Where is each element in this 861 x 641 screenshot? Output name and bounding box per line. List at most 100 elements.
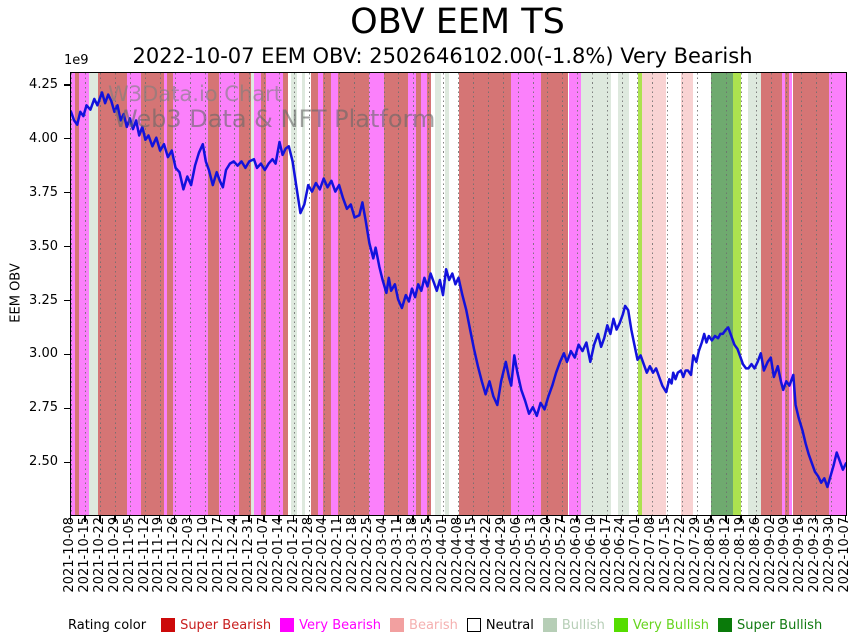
x-tick-label: 2022-07-08	[643, 517, 659, 593]
rating-band-bearish	[642, 73, 667, 515]
x-tick-label: 2022-01-07	[255, 517, 271, 593]
legend-swatch-neutral	[466, 618, 481, 632]
x-tick-label: 2021-11-05	[121, 517, 137, 593]
x-tick-label: 2021-12-10	[196, 517, 212, 593]
x-tick-mark	[397, 516, 399, 522]
x-tick-mark	[412, 516, 414, 522]
legend-swatch-bearish	[390, 618, 405, 632]
x-tick-label: 2022-01-21	[285, 517, 301, 593]
gridline	[353, 73, 355, 515]
gridline	[100, 73, 102, 515]
gridline	[517, 73, 519, 515]
x-tick-label: 2022-05-13	[524, 517, 539, 593]
legend-label: Bullish	[561, 617, 605, 633]
gridline	[219, 73, 221, 515]
gridline	[279, 73, 281, 515]
x-tick-mark	[84, 516, 86, 522]
plot-area: W3Data.io Chart Web3 Data & NFT Platform	[70, 72, 847, 516]
x-tick-label: 2021-11-26	[166, 517, 182, 593]
obv-line-chart	[71, 91, 846, 489]
gridline	[85, 73, 87, 515]
gridline	[502, 73, 504, 515]
gridline	[830, 73, 832, 515]
y-tick-label: 2.50	[29, 454, 58, 470]
x-tick-mark	[665, 516, 668, 522]
rating-band-super-bullish	[711, 73, 733, 515]
x-tick-mark	[844, 516, 846, 522]
rating-band-bearish	[680, 73, 694, 515]
gridline	[756, 73, 758, 515]
rating-band-super-bearish	[98, 73, 127, 515]
rating-band-super-bearish	[140, 73, 165, 515]
x-tick-mark	[173, 516, 176, 522]
x-tick-mark	[248, 516, 250, 522]
legend-swatch-very-bullish	[613, 618, 628, 632]
legend: Rating color Super Bearish Very Bearish Be…	[68, 611, 858, 639]
x-tick-mark	[695, 516, 697, 522]
x-tick-label: 2022-03-04	[375, 517, 390, 593]
x-tick-mark	[188, 516, 191, 522]
gridline	[115, 73, 117, 515]
x-tick-mark	[710, 516, 712, 522]
x-tick-label: 2022-04-22	[479, 517, 495, 593]
gridline	[458, 73, 459, 515]
rating-band-super-bearish	[208, 73, 220, 515]
y-tick-mark	[64, 407, 70, 410]
rating-band-super-bearish	[239, 73, 251, 515]
legend-item-bullish: Bullish	[542, 617, 605, 633]
rating-band-neutral	[297, 73, 302, 515]
x-tick-mark	[501, 516, 504, 522]
rating-band-neutral	[666, 73, 681, 515]
y-tick-label: 4.00	[29, 130, 58, 146]
legend-item-bearish: Bearish	[390, 618, 458, 633]
x-tick-label: 2022-03-18	[404, 517, 420, 593]
legend-label: Super Bullish	[736, 617, 823, 633]
rating-band-super-bearish	[260, 73, 267, 515]
gridline	[547, 73, 549, 515]
x-tick-label: 2022-09-30	[822, 517, 838, 593]
x-tick-label: 2022-08-12	[717, 517, 733, 593]
y-tick-label: 4.25	[29, 76, 58, 92]
x-tick-label: 2022-07-01	[628, 517, 644, 593]
x-tick-mark	[144, 516, 146, 522]
rating-band-very-bearish	[408, 73, 416, 515]
gridline	[234, 73, 236, 515]
legend-item-very-bullish: Very Bullish	[613, 618, 709, 633]
rating-band-very-bearish	[828, 73, 846, 515]
x-tick-mark	[531, 516, 533, 522]
x-tick-label: 2022-09-02	[762, 517, 778, 593]
x-tick-mark	[561, 516, 563, 522]
x-tick-label: 2022-07-29	[688, 517, 703, 593]
x-tick-mark	[367, 516, 369, 522]
x-tick-mark	[322, 516, 325, 522]
x-tick-label: 2022-03-11	[389, 517, 405, 593]
x-tick-mark	[799, 516, 802, 522]
x-tick-mark	[471, 516, 474, 522]
x-tick-label: 2021-10-15	[76, 517, 92, 593]
gridline	[651, 73, 653, 515]
x-tick-label: 2022-06-10	[583, 517, 599, 593]
x-tick-label: 2021-11-19	[151, 517, 167, 593]
gridline	[383, 73, 385, 515]
rating-band-very-bearish	[369, 73, 385, 515]
x-tick-mark	[770, 516, 772, 522]
x-tick-label: 2022-08-19	[732, 517, 748, 593]
x-tick-mark	[99, 516, 101, 522]
gridline	[845, 73, 846, 515]
x-tick-label: 2022-07-22	[673, 517, 689, 593]
x-tick-mark	[337, 516, 340, 522]
x-tick-mark	[755, 516, 757, 522]
rating-band-bullish	[301, 73, 305, 515]
rating-band-very-bearish	[781, 73, 785, 515]
x-tick-mark	[784, 516, 787, 522]
legend-label: Bearish	[409, 617, 458, 633]
gridline	[368, 73, 370, 515]
legend-title: Rating color	[68, 617, 147, 633]
y-tick-mark	[64, 192, 70, 194]
gridline	[532, 73, 534, 515]
legend-item-super-bullish: Super Bullish	[717, 617, 823, 633]
x-tick-mark	[814, 516, 817, 522]
rating-band-neutral	[430, 73, 435, 515]
rating-band-super-bearish	[167, 73, 174, 515]
